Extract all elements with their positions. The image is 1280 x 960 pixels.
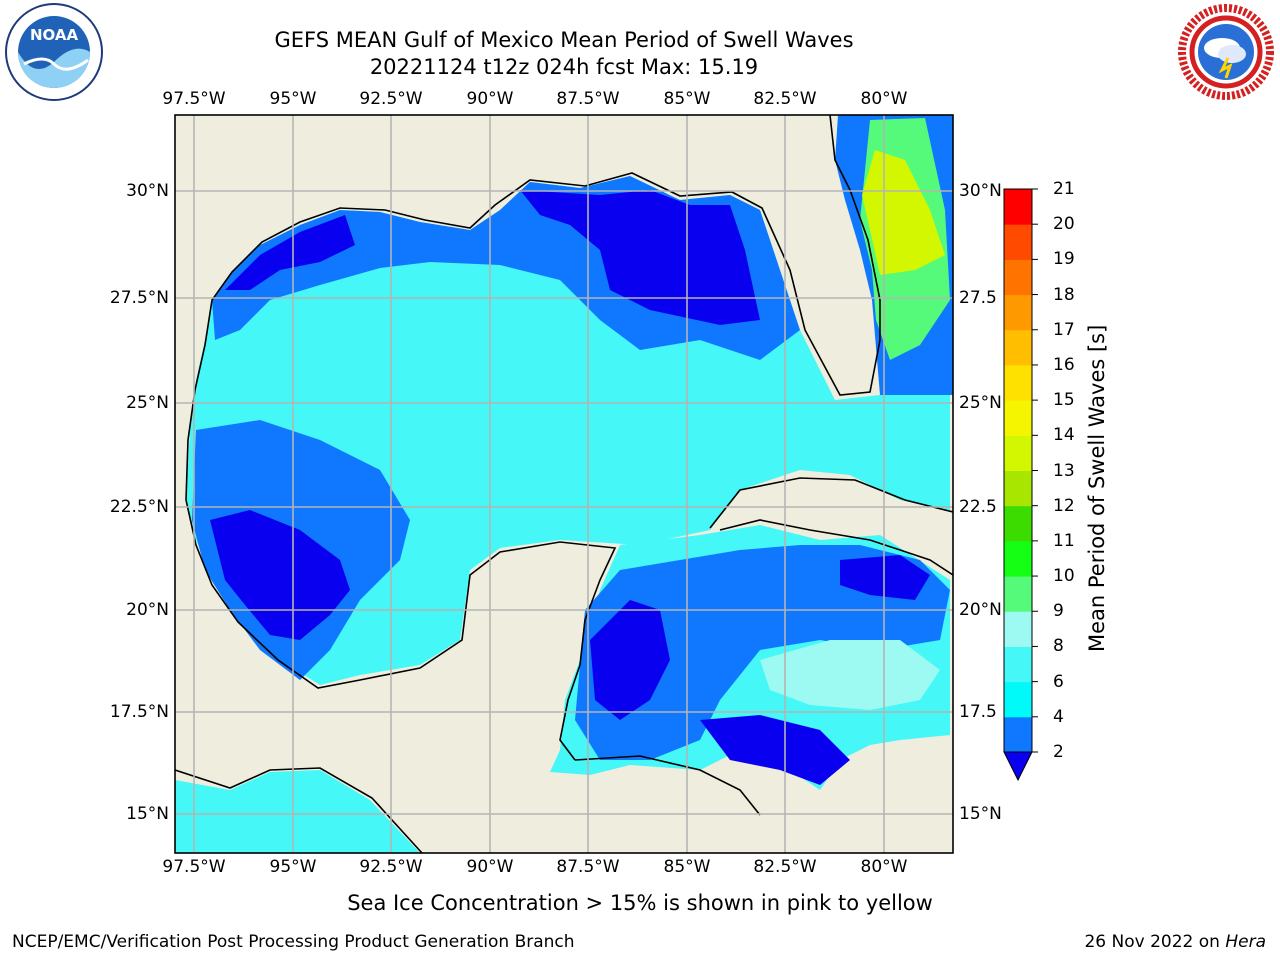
colorbar-band [1004, 259, 1032, 296]
lat-tick-left: 25°N [126, 393, 169, 413]
machine-name: Hera [1225, 932, 1266, 952]
colorbar-tick-label: 2 [1053, 742, 1064, 762]
colorbar-tick-label: 13 [1053, 460, 1075, 481]
colorbar-band [1004, 435, 1032, 471]
colorbar-tick-label: 18 [1053, 284, 1075, 305]
colorbar-band [1004, 576, 1032, 612]
colorbar-band [1004, 364, 1032, 401]
atlantic-longest-period [862, 150, 945, 275]
lon-tick-bottom: 92.5°W [359, 857, 423, 877]
lat-tick-right: 27.5 [959, 288, 997, 308]
map-gridlines [175, 115, 953, 853]
lon-tick-top: 85°W [663, 89, 711, 109]
colorbar-tick-label: 11 [1053, 530, 1075, 551]
sea-ice-note: Sea Ice Concentration > 15% is shown in … [0, 891, 1280, 915]
lat-tick-right: 25°N [959, 393, 1002, 413]
lon-tick-bottom: 97.5°W [162, 857, 226, 877]
colorbar [1003, 188, 1038, 782]
caribbean-short-period [575, 545, 950, 760]
map-subtitle: 20221124 t12z 024h fcst Max: 15.19 [369, 55, 759, 79]
colorbar-extend-arrow [1003, 751, 1033, 782]
lat-tick-left: 20°N [126, 600, 169, 620]
colorbar-band [1004, 611, 1032, 647]
lon-tick-top: 90°W [466, 89, 514, 109]
nws-logo-icon [1176, 2, 1276, 102]
colorbar-band [1004, 329, 1032, 366]
date-text: 26 Nov 2022 on [1084, 932, 1226, 952]
noaa-logo-icon: NOAA [4, 2, 104, 102]
colorbar-tick-label: 17 [1053, 319, 1075, 340]
lon-tick-top: 80°W [860, 89, 908, 109]
colorbar-tick-label: 16 [1053, 354, 1075, 375]
lon-tick-bottom: 82.5°W [753, 857, 817, 877]
map-title: GEFS MEAN Gulf of Mexico Mean Period of … [274, 28, 854, 52]
lat-tick-left: 30°N [126, 181, 169, 201]
campeche-shortest-period [210, 510, 350, 640]
date-stamp: 26 Nov 2022 on Hera [1084, 932, 1266, 952]
pacific-swell-field [175, 770, 420, 853]
colorbar-band [1004, 505, 1032, 542]
colorbar-band [1004, 189, 1032, 225]
lon-tick-top: 92.5°W [359, 89, 423, 109]
colorbar-tick-label: 10 [1053, 566, 1075, 587]
lat-tick-right: 30°N [959, 181, 1002, 201]
lat-tick-left: 15°N [126, 804, 169, 824]
lat-tick-left: 22.5°N [109, 497, 169, 517]
lat-tick-right: 20°N [959, 600, 1002, 620]
colorbar-tick-label: 19 [1053, 249, 1075, 270]
colorbar-tick-label: 4 [1053, 706, 1064, 727]
colorbar-tick-label: 8 [1053, 636, 1064, 657]
colorbar-band [1004, 681, 1032, 718]
caribbean-shortest-period [590, 555, 930, 785]
colorbar-tick-label: 6 [1053, 671, 1064, 692]
colorbar-band [1004, 646, 1032, 683]
colorbar-band [1004, 400, 1032, 436]
colorbar-tick-label: 12 [1053, 495, 1075, 516]
colorbar-tick-label: 14 [1053, 425, 1075, 446]
lon-tick-bottom: 95°W [269, 857, 317, 877]
lon-tick-bottom: 85°W [663, 857, 711, 877]
coastlines [175, 115, 953, 853]
lon-tick-top: 82.5°W [753, 89, 817, 109]
colorbar-tick-label: 20 [1053, 214, 1075, 235]
lat-tick-left: 17.5°N [109, 702, 169, 722]
lon-tick-bottom: 87.5°W [556, 857, 620, 877]
caribbean-long-period [760, 640, 940, 710]
lon-tick-top: 87.5°W [556, 89, 620, 109]
lon-tick-bottom: 90°W [466, 857, 514, 877]
credit-text: NCEP/EMC/Verification Post Processing Pr… [12, 932, 575, 952]
map-frame [174, 114, 954, 854]
colorbar-label: Mean Period of Swell Waves [s] [1085, 324, 1109, 652]
lon-tick-top: 95°W [269, 89, 317, 109]
north-gulf-shortest-period [225, 190, 760, 325]
colorbar-band [1004, 224, 1032, 260]
colorbar-band [1004, 540, 1032, 577]
lon-tick-top: 97.5°W [162, 89, 226, 109]
colorbar-tick-label: 21 [1053, 179, 1075, 199]
colorbar-band [1004, 294, 1032, 331]
lat-tick-right: 15°N [959, 804, 1002, 824]
lat-tick-left: 27.5°N [109, 288, 169, 308]
colorbar-tick-label: 9 [1053, 601, 1064, 622]
lat-tick-right: 22.5 [959, 497, 997, 517]
sea-ice-note-text: Sea Ice Concentration > 15% is shown in … [347, 891, 933, 915]
lon-tick-bottom: 80°W [860, 857, 908, 877]
colorbar-band [1004, 716, 1032, 753]
lat-tick-right: 17.5 [959, 702, 997, 722]
colorbar-band [1004, 470, 1032, 507]
colorbar-tick-label: 15 [1053, 390, 1075, 411]
noaa-logo-text: NOAA [30, 26, 79, 44]
